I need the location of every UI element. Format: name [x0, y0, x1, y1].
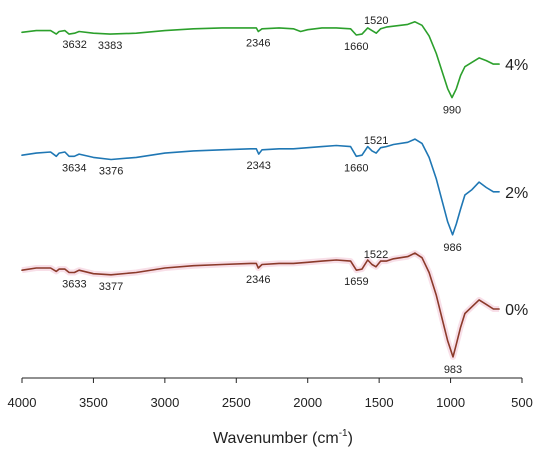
series-2: 2% 3634 3376 2343 1660 1521 986	[21, 135, 528, 254]
peak-label: 983	[444, 364, 462, 376]
peak-label: 3377	[99, 281, 123, 293]
x-tick-label: 3500	[79, 395, 108, 410]
peak-label: 2343	[246, 160, 270, 172]
peak-label: 3634	[62, 162, 86, 174]
peak-label: 3632	[62, 39, 86, 51]
peak-label: 990	[443, 105, 461, 117]
series-1: 4% 3632 3383 2346 1660 1520 990	[21, 15, 528, 117]
series-label: 4%	[505, 57, 528, 74]
x-axis-title: Wavenumber (cm-1)	[213, 428, 353, 447]
x-tick-label: 2000	[293, 395, 322, 410]
x-tick-label: 3000	[150, 395, 179, 410]
peak-label: 1520	[364, 15, 388, 27]
series-3: 0% 3633 3377 2346 1659 1522 983	[21, 249, 528, 376]
peak-label: 2346	[246, 274, 270, 286]
peak-label: 3376	[99, 166, 123, 178]
x-axis-title-close: )	[348, 430, 353, 447]
series-line	[21, 252, 500, 358]
x-axis-title-main: Wavenumber (cm	[213, 430, 339, 447]
x-axis: 4000 3500 3000 2500 2000 1500 1000 500	[8, 377, 533, 410]
peak-label: 3633	[62, 279, 86, 291]
series-layer: 4% 3632 3383 2346 1660 1520 990 2% 3634 3376 2343 1…	[21, 15, 528, 376]
x-tick-label: 1500	[365, 395, 394, 410]
peak-label: 2346	[246, 38, 270, 50]
peak-label: 3383	[98, 40, 122, 52]
peak-label: 1660	[344, 162, 368, 174]
x-axis-title-sup: -1	[339, 428, 348, 439]
series-label: 2%	[505, 185, 528, 202]
peak-label: 1521	[364, 135, 388, 147]
peak-label: 1660	[344, 41, 368, 53]
x-tick-label: 4000	[8, 395, 37, 410]
series-label: 0%	[505, 302, 528, 319]
peak-label: 986	[443, 242, 461, 254]
x-tick-label: 1000	[436, 395, 465, 410]
peak-label: 1659	[344, 276, 368, 288]
x-tick-label: 2500	[222, 395, 251, 410]
series-line	[21, 138, 500, 236]
series-line	[21, 21, 500, 99]
peak-label: 1522	[364, 249, 388, 261]
x-tick-label: 500	[511, 395, 533, 410]
